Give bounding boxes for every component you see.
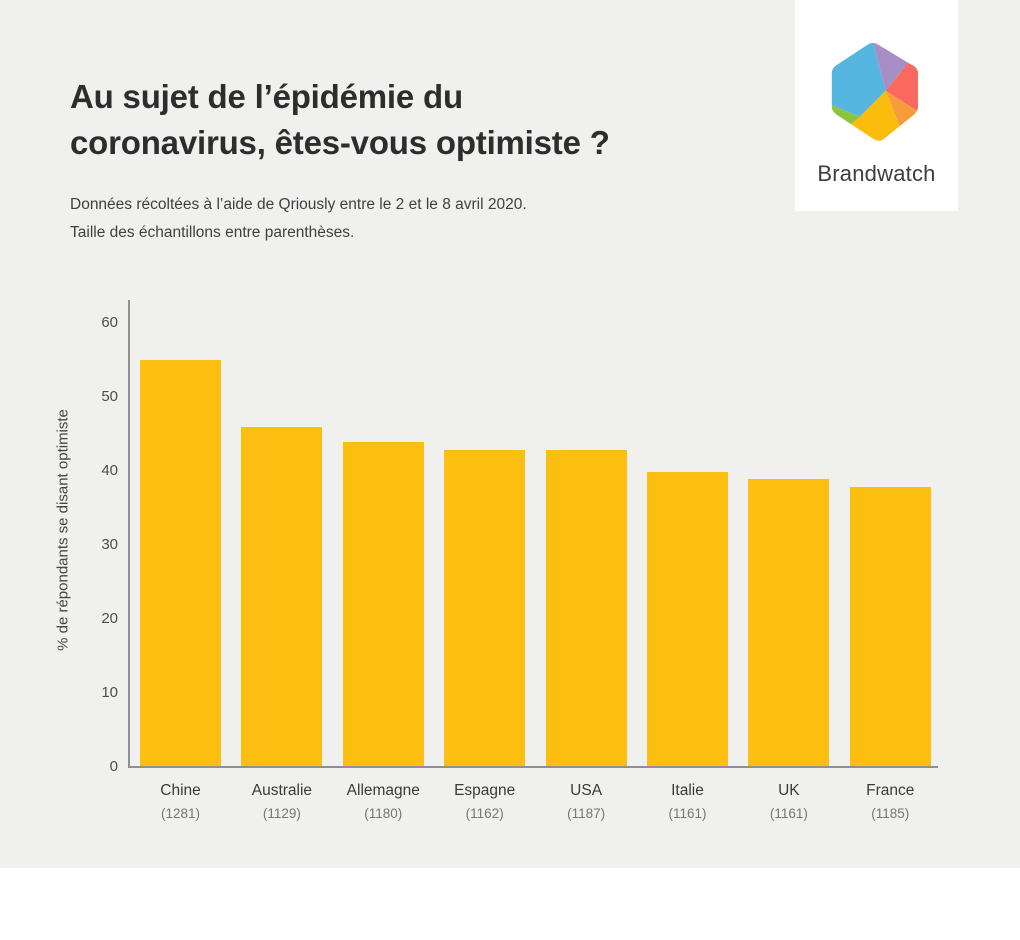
sample-size-australie: (1129) bbox=[262, 806, 301, 821]
x-axis-label-espagne: Espagne bbox=[454, 782, 516, 799]
x-axis-label-france: France bbox=[866, 782, 915, 799]
brandwatch-logo-card: Brandwatch bbox=[795, 0, 958, 211]
logo-segment-coral bbox=[885, 62, 918, 112]
plot-area: 0 10 20 30 40 50 60 Chine (1281) Australie (1129) A… bbox=[101, 300, 938, 821]
sample-size-espagne: (1162) bbox=[465, 806, 504, 821]
logo-segment-orange bbox=[885, 90, 918, 127]
y-axis-tick-0: 0 bbox=[109, 758, 118, 775]
x-axis-label-italie: Italie bbox=[671, 782, 704, 799]
sample-size-italie: (1161) bbox=[668, 806, 707, 821]
logo-segment-blue bbox=[831, 42, 886, 117]
bar-uk bbox=[748, 478, 830, 766]
y-axis-tick-40: 40 bbox=[101, 462, 118, 479]
logo-segment-green bbox=[831, 104, 860, 125]
logo-segment-purple bbox=[872, 42, 908, 91]
bar-allemagne bbox=[342, 441, 424, 766]
y-axis-tick-10: 10 bbox=[101, 684, 118, 701]
sample-size-chine: (1281) bbox=[160, 806, 201, 821]
y-axis-tick-60: 60 bbox=[101, 314, 118, 331]
sample-size-uk: (1161) bbox=[769, 806, 808, 821]
bar-usa bbox=[545, 450, 627, 766]
bar-australie bbox=[241, 427, 323, 766]
sample-size-allemagne: (1180) bbox=[364, 806, 403, 821]
title-line-1: Au sujet de l’épidémie du bbox=[70, 78, 463, 115]
x-axis-label-usa: USA bbox=[570, 782, 603, 799]
bar-france bbox=[849, 487, 931, 766]
x-axis-label-uk: UK bbox=[778, 782, 800, 799]
sample-size-france: (1185) bbox=[871, 806, 910, 821]
y-axis-tick-30: 30 bbox=[101, 536, 118, 553]
sample-size-usa: (1187) bbox=[567, 806, 606, 821]
subtitle-line-2: Taille des échantillons entre parenthèse… bbox=[70, 224, 355, 241]
bar-espagne bbox=[444, 450, 526, 766]
bar-italie bbox=[647, 472, 728, 766]
y-axis-tick-20: 20 bbox=[101, 610, 118, 627]
y-axis-tick-50: 50 bbox=[101, 388, 118, 405]
page-title: Au sujet de l’épidémie du coronavirus, ê… bbox=[70, 74, 790, 166]
bar-chine bbox=[140, 359, 221, 766]
footer-bar: Powered by Brandwatch Qriously Bulletin … bbox=[0, 868, 1020, 940]
y-axis-label: % de répondants se disant optimiste bbox=[54, 409, 72, 651]
subtitle-line-1: Données récoltées à l’aide de Qriously e… bbox=[70, 196, 527, 213]
x-axis-label-chine: Chine bbox=[160, 782, 201, 799]
x-axis-label-allemagne: Allemagne bbox=[346, 782, 420, 799]
brandwatch-logo-wordmark: Brandwatch bbox=[817, 161, 936, 186]
logo-segment-yellow bbox=[850, 90, 900, 141]
title-line-2: coronavirus, êtes-vous optimiste ? bbox=[70, 124, 610, 161]
x-axis-label-australie: Australie bbox=[251, 782, 313, 799]
brandwatch-hexagon-logo-icon bbox=[831, 42, 918, 141]
